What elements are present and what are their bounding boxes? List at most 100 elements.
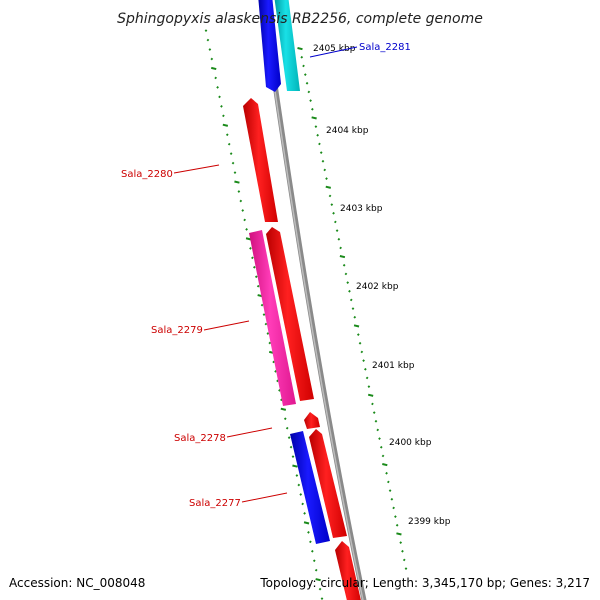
gene-label-sala-2280[interactable]: Sala_2280 [121,169,173,180]
minor-tick [358,341,362,345]
minor-tick [376,428,380,432]
minor-tick [297,483,301,487]
cds-red-bottom[interactable] [335,541,362,600]
gene-label-sala-2278[interactable]: Sala_2278 [174,433,226,444]
minor-tick [381,454,385,458]
minor-tick [274,370,277,373]
major-tick [222,123,229,127]
minor-tick [372,411,376,414]
minor-tick [339,246,342,250]
minor-tick [356,333,360,336]
major-tick [210,66,217,71]
minor-tick [289,445,293,449]
gene-label-sala-2281[interactable]: Sala_2281 [359,42,411,53]
minor-tick [346,281,350,284]
major-tick [280,407,287,411]
minor-tick [233,171,237,174]
minor-tick [243,218,247,222]
accession-label: Accession: NC_008048 [9,576,145,590]
minor-tick [254,275,258,279]
minor-tick [310,549,314,553]
minor-tick [218,95,221,99]
minor-tick [307,530,310,534]
cds-sala-2281[interactable] [274,0,300,91]
minor-tick [395,523,399,527]
minor-tick [220,104,223,108]
minor-tick [210,57,214,61]
minor-tick [335,229,339,232]
cds-sala-2279[interactable] [249,230,296,406]
major-tick [303,521,310,525]
minor-tick [264,322,268,326]
minor-tick [268,341,272,345]
genome-title: Sphingopyxis alaskensis RB2256, complete… [117,11,483,27]
minor-tick [272,360,276,364]
minor-tick [404,567,408,570]
minor-tick [388,489,392,492]
minor-tick [320,597,324,600]
major-tick [382,463,388,467]
minor-tick [367,385,371,388]
tick-label: 2404 kbp [326,126,369,136]
minor-tick [204,29,208,32]
minor-tick [328,194,332,198]
minor-tick [249,246,252,250]
minor-tick [252,265,256,269]
cds-sala-2277[interactable] [290,431,330,544]
minor-tick [239,199,243,203]
minor-tick [330,203,334,206]
minor-tick [214,76,218,80]
minor-tick [311,107,314,111]
gene-label-sala-2279[interactable]: Sala_2279 [151,325,203,336]
minor-tick [303,73,307,76]
minor-tick [360,350,364,354]
major-tick [292,464,298,468]
minor-tick [222,114,225,118]
major-tick [325,185,332,189]
minor-tick [379,445,383,449]
tick-label: 2400 kbp [389,438,432,448]
minor-tick [401,549,404,553]
outer-tick-ring [297,47,408,570]
minor-tick [245,228,248,231]
minor-tick [285,426,289,430]
minor-tick [362,359,365,362]
minor-tick [251,256,254,260]
major-tick [315,578,321,582]
minor-tick [227,142,231,146]
cds-sala-2280[interactable] [243,98,278,222]
gene-label-sala-2277[interactable]: Sala_2277 [189,498,241,509]
minor-tick [283,417,287,421]
major-tick [245,237,252,241]
minor-tick [291,455,295,458]
minor-tick [399,541,403,544]
minor-tick [262,313,266,316]
minor-tick [392,506,395,510]
minor-tick [394,515,397,518]
minor-tick [390,497,394,501]
tick-label: 2403 kbp [340,204,383,214]
minor-tick [402,558,406,562]
minor-tick [318,142,321,146]
topology-summary: Topology: circular; Length: 3,345,170 bp… [259,576,590,590]
cds-red-lower[interactable] [309,429,347,538]
minor-tick [302,64,305,68]
minor-tick [332,211,335,215]
inner-tick-ring [204,29,324,600]
major-tick [367,393,374,397]
cds-top-blue[interactable] [258,0,281,92]
minor-tick [378,437,381,440]
cds-red-long[interactable] [266,227,314,401]
minor-tick [323,168,327,172]
minor-tick [321,159,325,163]
major-tick [234,180,240,184]
minor-tick [229,152,233,156]
minor-tick [314,568,318,572]
minor-tick [312,559,316,563]
tick-label: 2399 kbp [408,517,451,527]
minor-tick [225,133,229,137]
gene-labels: Sala_2281 Sala_2280 Sala_2279 Sala_2278 … [121,42,411,509]
cds-sala-2278[interactable] [304,412,320,429]
minor-tick [231,161,235,165]
